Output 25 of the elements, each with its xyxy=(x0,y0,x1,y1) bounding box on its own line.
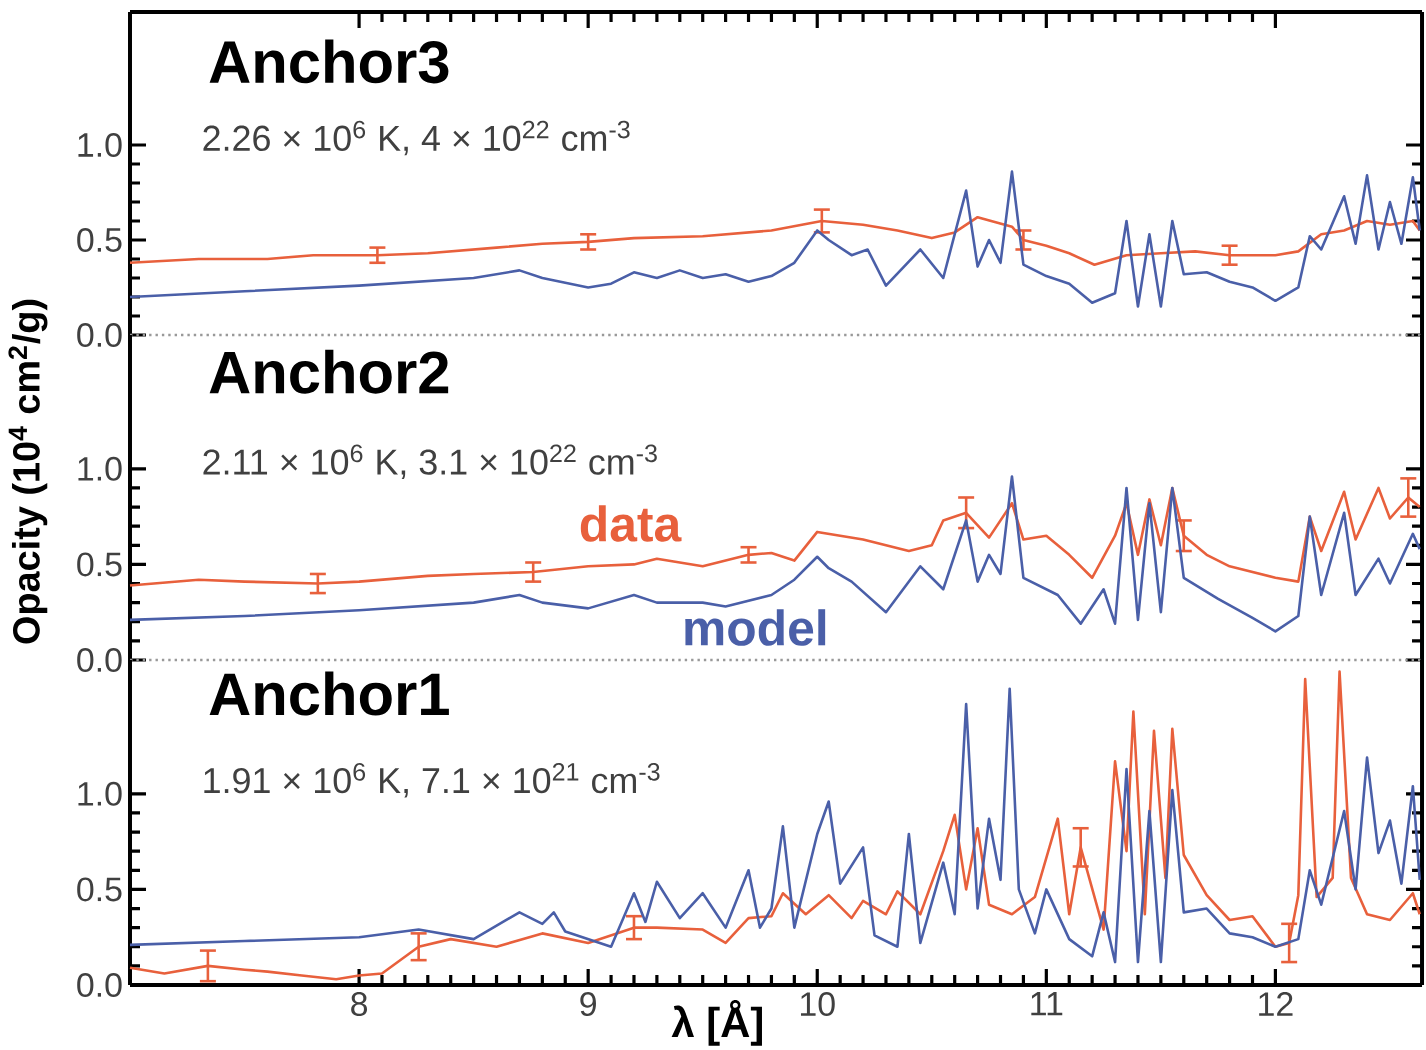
text: 2.11 × 10$^{6}$ K, 3.1 × 10$^{22}$ cm$^{-3}$ xyxy=(203,444,657,480)
y-tick-label: 1.0 xyxy=(78,456,122,481)
y-tick-label: 0.5 xyxy=(77,552,122,577)
chart-title: Anchor2 xyxy=(209,349,449,394)
text: 2.26 × 10$^{6}$ K, 4 × 10$^{22}$ cm$^{-3}$ xyxy=(203,120,630,156)
text: 1.91 × 10$^{6}$ K, 7.1 × 10$^{21}$ cm$^{-3}$ xyxy=(204,762,660,798)
series-label: model xyxy=(685,609,826,646)
y-tick-label: 0.5 xyxy=(77,877,122,902)
y-tick-label: 0.5 xyxy=(77,228,122,252)
x-tick-label: 8 xyxy=(351,992,368,1017)
chart-title: Anchor1 xyxy=(209,671,449,716)
series-label: data xyxy=(580,505,682,542)
y-tick-label: 1.0 xyxy=(78,133,122,157)
line-series xyxy=(128,170,1422,308)
y-axis-title: Opacity (10$^{4}$ cm$^{2}$/g) xyxy=(8,299,48,644)
y-tick-label: 0.0 xyxy=(77,323,122,347)
chart-title: Anchor3 xyxy=(209,39,449,84)
x-tick-label: 11 xyxy=(1031,992,1063,1016)
x-tick-label: 9 xyxy=(580,992,596,1017)
y-tick-label: 1.0 xyxy=(78,781,122,806)
x-axis-title: λ [Å] xyxy=(671,1000,762,1046)
x-tick-label: 12 xyxy=(1259,992,1293,1016)
y-tick-label: 0.0 xyxy=(77,648,122,672)
y-tick-label: 0.0 xyxy=(77,973,122,997)
x-tick-label: 10 xyxy=(801,992,835,1017)
